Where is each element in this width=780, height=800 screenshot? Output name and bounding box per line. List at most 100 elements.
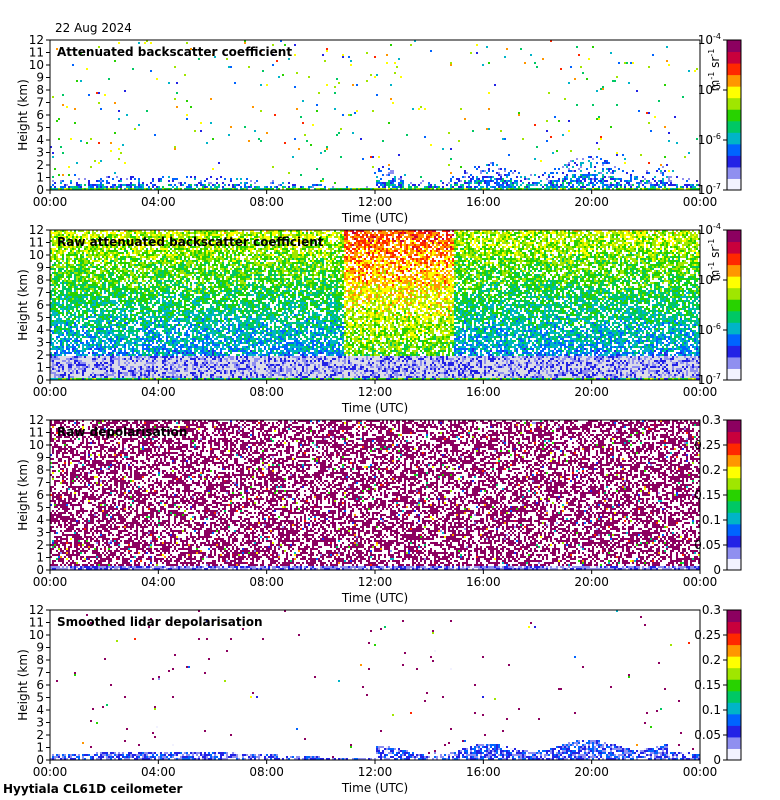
panel-title: Smoothed lidar depolarisation — [57, 615, 263, 629]
colorbar-frame — [726, 39, 742, 191]
y-tick-label: 6 — [36, 298, 44, 312]
unit-m-exp: -1 — [707, 72, 716, 80]
y-tick-label: 5 — [36, 501, 44, 515]
colorbar-tick-base: 10 — [698, 33, 713, 47]
colorbar-tick-exponent: -6 — [713, 322, 721, 331]
colorbar-tick-base: 10 — [698, 323, 713, 337]
y-tick-label: 3 — [36, 526, 44, 540]
colorbar-segment — [727, 500, 741, 513]
x-tick-label: 00:00 — [683, 195, 718, 209]
colorbar-segment — [727, 51, 741, 64]
y-tick-label: 11 — [29, 46, 44, 60]
y-tick-label: 1 — [36, 551, 44, 565]
y-tick-label: 9 — [36, 641, 44, 655]
x-tick-label: 12:00 — [358, 575, 393, 589]
colorbar-segment — [727, 558, 741, 571]
x-tick-label: 20:00 — [574, 575, 609, 589]
x-tick-label: 16:00 — [466, 765, 501, 779]
y-axis-label: Height (km) — [16, 269, 30, 340]
y-tick-label: 3 — [36, 146, 44, 160]
colorbar-tick-label: 0.1 — [702, 703, 721, 717]
colorbar-segment — [727, 725, 741, 738]
colorbar-frame — [726, 229, 742, 381]
y-tick-label: 0 — [36, 183, 44, 197]
colorbar-segment — [727, 431, 741, 444]
y-tick-label: 6 — [36, 488, 44, 502]
x-tick-label: 08:00 — [249, 385, 284, 399]
y-tick-label: 1 — [36, 741, 44, 755]
colorbar: 0 0.05 0.1 0.15 0.2 0.25 0.3 — [694, 603, 742, 767]
y-axis-label: Height (km) — [16, 649, 30, 720]
x-tick-label: 04:00 — [141, 385, 176, 399]
y-tick-label: 10 — [29, 58, 44, 72]
colorbar-unit: m-1 sr-1 — [707, 239, 722, 282]
colorbar-segment — [727, 333, 741, 346]
y-axis-label: Height (km) — [16, 459, 30, 530]
y-tick-label: 12 — [29, 603, 44, 617]
colorbar-tick-exponent: -5 — [713, 272, 721, 281]
colorbar-segment — [727, 535, 741, 548]
colorbar: 10-710-610-510-4m-1 sr-1 — [698, 32, 742, 197]
colorbar-segment — [727, 356, 741, 369]
unit-m: m — [708, 270, 722, 282]
colorbar-tick-label: 10-7 — [698, 372, 721, 387]
y-tick-label: 7 — [36, 286, 44, 300]
y-tick-label: 9 — [36, 261, 44, 275]
y-tick-label: 4 — [36, 513, 44, 527]
unit-sr: sr — [708, 57, 722, 68]
colorbar-tick-label: 10-5 — [698, 272, 721, 287]
y-tick-label: 2 — [36, 538, 44, 552]
colorbar-tick-base: 10 — [698, 223, 713, 237]
colorbar-segment — [727, 178, 741, 191]
colorbar-tick-label: 10-5 — [698, 82, 721, 97]
colorbar: 10-710-610-510-4m-1 sr-1 — [698, 222, 742, 387]
heatmap-field — [50, 420, 700, 570]
y-tick-label: 10 — [29, 628, 44, 642]
x-axis-label: Time (UTC) — [341, 401, 408, 415]
y-tick-label: 12 — [29, 413, 44, 427]
y-tick-label: 1 — [36, 361, 44, 375]
x-tick-label: 04:00 — [141, 195, 176, 209]
x-tick-label: 20:00 — [574, 195, 609, 209]
colorbar-tick-label: 0 — [713, 563, 721, 577]
colorbar-segment — [727, 287, 741, 300]
colorbar-segment — [727, 667, 741, 680]
x-axis-label: Time (UTC) — [341, 591, 408, 605]
y-tick-label: 3 — [36, 716, 44, 730]
y-tick-label: 0 — [36, 373, 44, 387]
colorbar-segment — [727, 748, 741, 761]
colorbar-segment — [727, 120, 741, 133]
x-tick-label: 00:00 — [683, 765, 718, 779]
colorbar-segment — [727, 621, 741, 634]
colorbar-segment — [727, 155, 741, 168]
colorbar-tick-exponent: -4 — [713, 222, 721, 231]
colorbar-segment — [727, 679, 741, 692]
y-tick-label: 3 — [36, 336, 44, 350]
colorbar-segment — [727, 40, 741, 53]
footer-label: Hyytiala CL61D ceilometer — [3, 782, 183, 796]
colorbar-segment — [727, 241, 741, 254]
colorbar: 0 0.05 0.1 0.15 0.2 0.25 0.3 — [694, 413, 742, 577]
colorbar-segment — [727, 546, 741, 559]
colorbar-tick-label: 10-6 — [698, 132, 721, 147]
x-tick-label: 08:00 — [249, 575, 284, 589]
x-tick-label: 08:00 — [249, 765, 284, 779]
colorbar-segment — [727, 656, 741, 669]
colorbar-tick-exponent: -4 — [713, 32, 721, 41]
colorbar-segment — [727, 368, 741, 381]
unit-sr-exp: -1 — [707, 49, 716, 57]
unit-sr-exp: -1 — [707, 239, 716, 247]
colorbar-segment — [727, 690, 741, 703]
x-axis-label: Time (UTC) — [341, 211, 408, 225]
x-tick-label: 12:00 — [358, 385, 393, 399]
x-axis-label: Time (UTC) — [341, 781, 408, 795]
colorbar-segment — [727, 420, 741, 433]
colorbar-segment — [727, 166, 741, 179]
colorbar-segment — [727, 523, 741, 536]
colorbar-segment — [727, 466, 741, 479]
colorbar-tick-exponent: -5 — [713, 82, 721, 91]
y-tick-label: 6 — [36, 108, 44, 122]
